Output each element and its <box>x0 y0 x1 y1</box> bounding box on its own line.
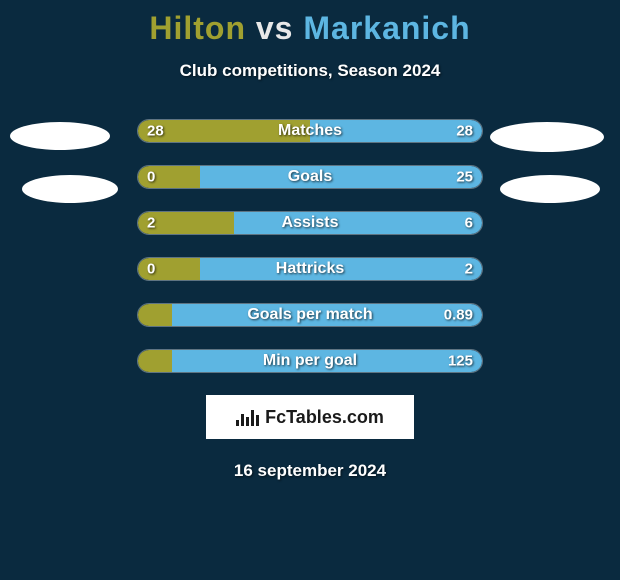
stat-value-left: 2 <box>147 215 155 232</box>
stat-value-right: 6 <box>465 215 473 232</box>
stat-bar-right <box>234 212 482 234</box>
decorative-ellipse <box>22 175 118 203</box>
date-label: 16 september 2024 <box>0 461 620 481</box>
title-player2: Markanich <box>303 10 470 46</box>
decorative-ellipse <box>490 122 604 152</box>
comparison-bars: Matches 28 28 Goals 0 25 Assists 2 6 Hattricks 0 2 G… <box>0 119 620 373</box>
stat-value-right: 28 <box>456 123 473 140</box>
stat-label: Goals per match <box>247 306 372 324</box>
logo-box: FcTables.com <box>206 395 414 439</box>
stat-bar-left <box>138 350 172 372</box>
stat-value-left: 0 <box>147 261 155 278</box>
bars-icon <box>236 408 259 426</box>
stat-value-right: 125 <box>448 353 473 370</box>
stat-bar-left <box>138 304 172 326</box>
stat-label: Matches <box>278 122 342 140</box>
stat-value-left: 0 <box>147 169 155 186</box>
stat-label: Assists <box>282 214 339 232</box>
logo-text: FcTables.com <box>265 407 384 428</box>
stat-label: Hattricks <box>276 260 344 278</box>
stat-value-right: 25 <box>456 169 473 186</box>
stat-value-right: 2 <box>465 261 473 278</box>
stat-row: Min per goal 125 <box>137 349 483 373</box>
title-vs: vs <box>256 10 294 46</box>
stat-row: Goals 0 25 <box>137 165 483 189</box>
stat-label: Goals <box>288 168 332 186</box>
stat-row: Matches 28 28 <box>137 119 483 143</box>
stat-value-right: 0.89 <box>444 307 473 324</box>
subtitle: Club competitions, Season 2024 <box>0 61 620 81</box>
stat-row: Hattricks 0 2 <box>137 257 483 281</box>
stat-value-left: 28 <box>147 123 164 140</box>
stat-row: Goals per match 0.89 <box>137 303 483 327</box>
decorative-ellipse <box>500 175 600 203</box>
title-player1: Hilton <box>149 10 246 46</box>
decorative-ellipse <box>10 122 110 150</box>
stat-row: Assists 2 6 <box>137 211 483 235</box>
page-title: Hilton vs Markanich <box>0 0 620 47</box>
stat-bar-right <box>200 166 482 188</box>
stat-label: Min per goal <box>263 352 357 370</box>
